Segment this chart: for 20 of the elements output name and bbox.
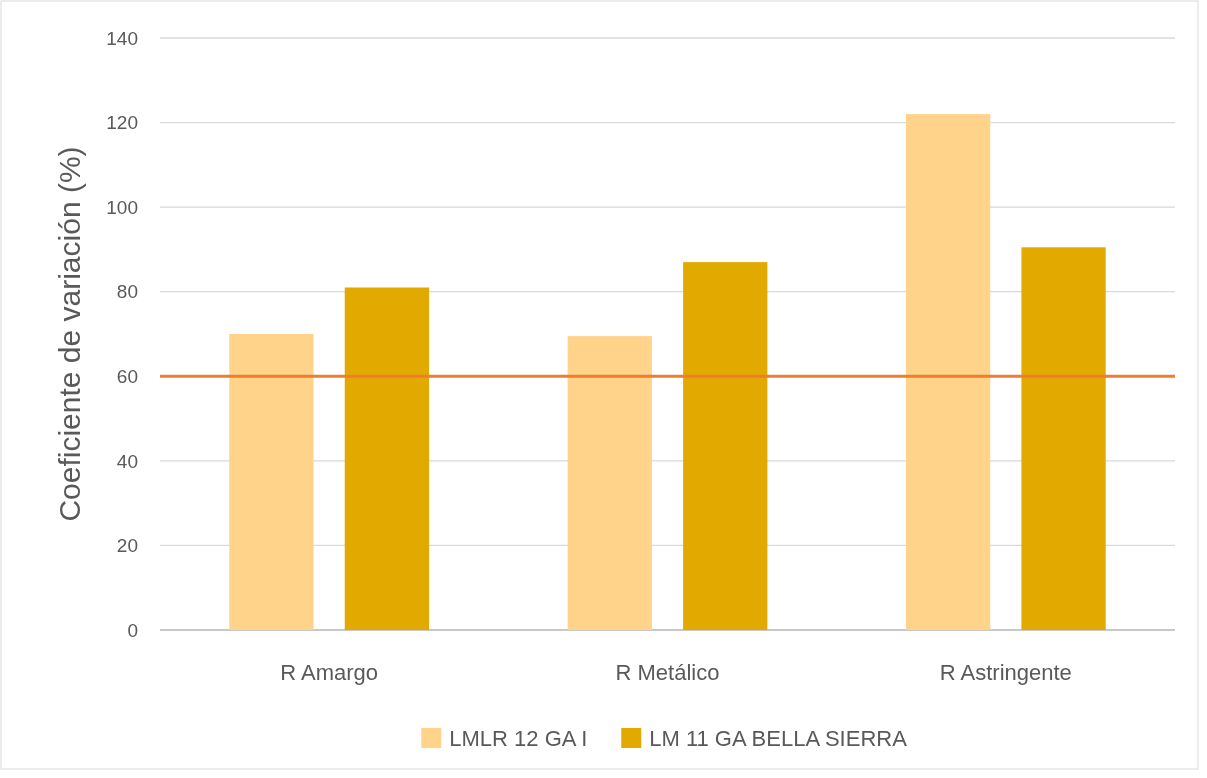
bar <box>683 262 768 630</box>
y-axis-title: Coeficiente de variación (%) <box>53 146 86 522</box>
y-tick-label: 40 <box>116 450 138 472</box>
legend-label: LMLR 12 GA I <box>449 725 588 751</box>
y-tick-label: 80 <box>116 281 138 303</box>
y-tick-label: 20 <box>116 535 138 557</box>
x-tick-label: R Metálico <box>615 660 720 685</box>
bar <box>229 334 314 630</box>
bar <box>344 287 430 630</box>
bar <box>905 114 991 630</box>
y-tick-label: 60 <box>116 365 138 387</box>
x-tick-label: R Astringente <box>939 660 1072 685</box>
x-tick-label: R Amargo <box>280 660 379 685</box>
legend-label: LM 11 GA BELLA SIERRA <box>649 725 908 751</box>
y-tick-label: 140 <box>106 27 138 49</box>
y-tick-label: 120 <box>106 112 138 134</box>
bar <box>567 336 652 630</box>
y-tick-label: 100 <box>106 196 138 218</box>
y-tick-label: 0 <box>127 619 138 641</box>
bar <box>1021 247 1106 630</box>
